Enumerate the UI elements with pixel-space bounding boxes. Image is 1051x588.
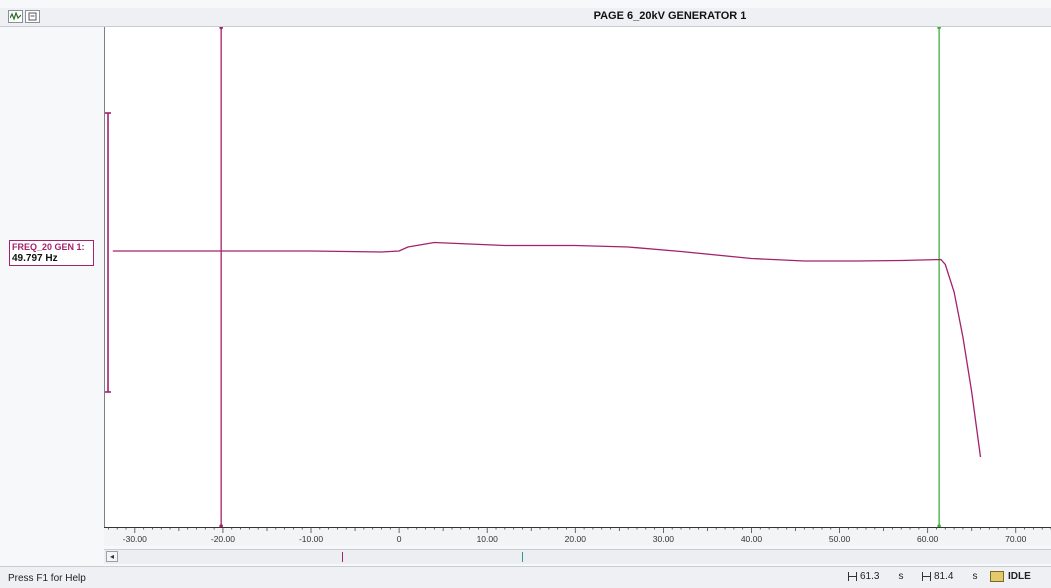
x-tick-label: 50.00 — [829, 534, 851, 544]
cursor-position-icon — [848, 572, 857, 581]
x-tick-label: -30.00 — [123, 534, 147, 544]
cursor2-readout: 81.4 s — [922, 571, 977, 582]
cursor1-readout: 61.3 s — [848, 571, 903, 582]
cursor2-unit: s — [972, 571, 978, 582]
cursor2-value: 81.4 — [934, 571, 954, 582]
state-icon — [990, 571, 1004, 582]
x-tick-label: 40.00 — [741, 534, 763, 544]
acquisition-state: IDLE — [990, 571, 1031, 582]
x-tick-label: -20.00 — [211, 534, 235, 544]
titlebar-icons — [8, 10, 40, 23]
plot-background — [104, 27, 1051, 546]
cursor-handle-top-2[interactable] — [937, 27, 941, 30]
x-tick-label: 30.00 — [653, 534, 675, 544]
cursor-handle-bottom-1[interactable] — [219, 524, 223, 528]
scroll-cursor2-marker — [522, 552, 523, 562]
status-help-text: Press F1 for Help — [8, 573, 86, 584]
x-tick-label: 0 — [397, 534, 402, 544]
scroll-cursor1-marker — [342, 552, 343, 562]
x-tick-label: -10.00 — [299, 534, 323, 544]
window-title: PAGE 6_20kV GENERATOR 1 — [593, 10, 747, 22]
x-axis-band — [104, 527, 1051, 546]
x-tick-label: 70.00 — [1005, 534, 1027, 544]
cursor1-unit: s — [898, 571, 904, 582]
cursor1-value: 61.3 — [860, 571, 880, 582]
x-tick-label: 20.00 — [565, 534, 587, 544]
chart-svg[interactable]: -30.00 -20.00 -10.00 0 10.00 20.00 30.00 40.00 5… — [104, 27, 1051, 546]
trace-label-pane — [0, 27, 104, 546]
window-titlebar: PAGE 6_20kV GENERATOR 1 — [0, 8, 1051, 27]
x-tick-label: 10.00 — [477, 534, 499, 544]
horizontal-scrollbar[interactable]: ◂ — [104, 549, 1051, 564]
series-line-1 — [112, 241, 982, 458]
cursor-position-icon — [922, 572, 931, 581]
trace-label[interactable]: FREQ_20 GEN 1: 49.797 Hz — [9, 240, 94, 266]
status-bar: Press F1 for Help 61.3 s 81.4 s IDLE — [0, 566, 1051, 588]
page-icon[interactable] — [25, 10, 40, 23]
cursor-handle-top-1[interactable] — [219, 27, 223, 30]
state-label: IDLE — [1008, 571, 1031, 582]
trace-label-value: 49.797 Hz — [12, 253, 58, 264]
scroll-left-button[interactable]: ◂ — [106, 551, 118, 562]
chart-area[interactable]: -30.00 -20.00 -10.00 0 10.00 20.00 30.00 40.00 5… — [104, 27, 1051, 546]
cursor-handle-bottom-2[interactable] — [937, 524, 941, 528]
x-tick-label: 60.00 — [917, 534, 939, 544]
waveform-icon[interactable] — [8, 10, 23, 23]
trace-label-name: FREQ_20 GEN 1: — [12, 242, 85, 252]
